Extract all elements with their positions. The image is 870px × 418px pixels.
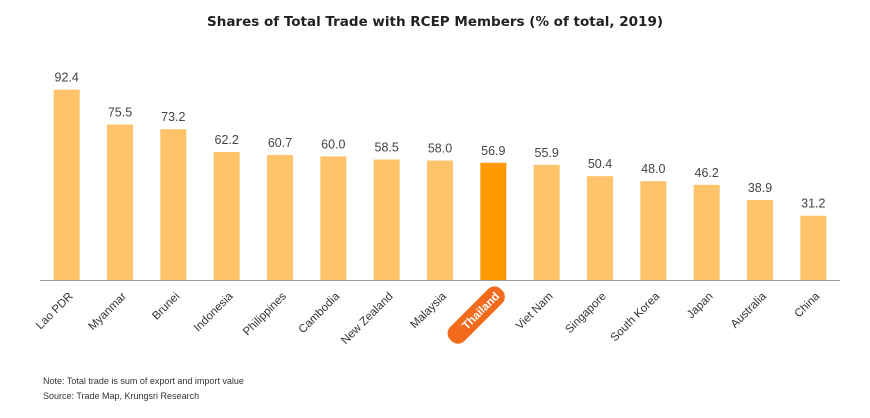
chart-title: Shares of Total Trade with RCEP Members … xyxy=(207,14,663,30)
bar-cambodia xyxy=(320,156,347,280)
category-label-group: Singapore xyxy=(563,290,609,336)
value-label: 55.9 xyxy=(535,146,559,160)
category-label-group: New Zealand xyxy=(339,290,395,346)
bar-myanmar xyxy=(107,124,133,280)
highlight-badge xyxy=(447,286,505,344)
category-label-group: South Korea xyxy=(609,290,663,344)
category-label-group: Japan xyxy=(685,290,716,321)
value-labels-group: 92.4 75.5 73.2 62.2 60.7 60.0 58.5 58.0 56.9 55.9… xyxy=(55,71,826,211)
category-label: Indonesia xyxy=(192,290,236,334)
category-label-group: China xyxy=(793,290,823,320)
note-text: Note: Total trade is sum of export and i… xyxy=(43,376,244,386)
value-label: 75.5 xyxy=(108,106,132,120)
value-label: 58.5 xyxy=(375,141,399,155)
bar-indonesia xyxy=(213,151,240,280)
category-label-group: Cambodia xyxy=(297,290,343,336)
category-label-group: Brunei xyxy=(150,290,182,322)
bar-south-korea xyxy=(640,181,667,280)
value-label: 62.2 xyxy=(215,133,239,147)
category-label: Malaysia xyxy=(408,290,449,331)
category-label-group: Myanmar xyxy=(87,290,129,332)
bar-viet-nam xyxy=(533,164,560,280)
bar-japan xyxy=(693,184,720,280)
category-label-group: Malaysia xyxy=(408,290,449,331)
value-label: 58.0 xyxy=(428,142,452,156)
bar-australia xyxy=(747,199,773,280)
bar-china xyxy=(800,215,827,280)
bar-new-zealand xyxy=(373,159,400,280)
bar-thailand xyxy=(480,162,507,280)
bar-singapore xyxy=(587,176,613,280)
value-label: 60.7 xyxy=(268,136,292,150)
category-label: New Zealand xyxy=(339,290,395,346)
category-label: Japan xyxy=(685,290,716,321)
category-label: Brunei xyxy=(150,290,182,322)
bar-philippines xyxy=(267,155,293,280)
value-label: 60.0 xyxy=(321,137,345,151)
category-label-group: Philippines xyxy=(241,290,289,338)
category-label: Singapore xyxy=(563,290,609,336)
category-label: Lao PDR xyxy=(34,290,75,331)
bars-group xyxy=(53,89,827,280)
bar-brunei xyxy=(160,129,187,280)
bar-lao-pdr xyxy=(53,89,80,280)
category-label-group: Australia xyxy=(729,290,770,331)
value-label: 50.4 xyxy=(588,157,612,171)
value-label: 38.9 xyxy=(748,181,772,195)
category-label: Myanmar xyxy=(87,290,129,332)
category-label: Australia xyxy=(729,290,770,331)
value-label: 92.4 xyxy=(55,71,79,85)
category-label: South Korea xyxy=(609,290,663,344)
bar-malaysia xyxy=(427,160,453,280)
value-label: 56.9 xyxy=(481,144,505,158)
category-labels-group: Lao PDR Myanmar Brunei Indonesia Philippines… xyxy=(34,286,823,347)
category-label: China xyxy=(793,290,823,320)
source-text: Source: Trade Map, Krungsri Research xyxy=(43,391,200,401)
value-label: 31.2 xyxy=(801,197,825,211)
category-label: Cambodia xyxy=(297,290,343,336)
value-label: 46.2 xyxy=(695,166,719,180)
category-label-group: Thailand xyxy=(447,286,505,344)
value-label: 73.2 xyxy=(161,110,185,124)
category-label-group: Indonesia xyxy=(192,290,236,334)
category-label: Philippines xyxy=(241,290,289,338)
category-label: Viet Nam xyxy=(514,290,556,332)
category-label-group: Lao PDR xyxy=(34,290,75,331)
value-label: 48.0 xyxy=(641,162,665,176)
category-label-group: Viet Nam xyxy=(514,290,556,332)
notes: Note: Total trade is sum of export and i… xyxy=(43,374,244,404)
